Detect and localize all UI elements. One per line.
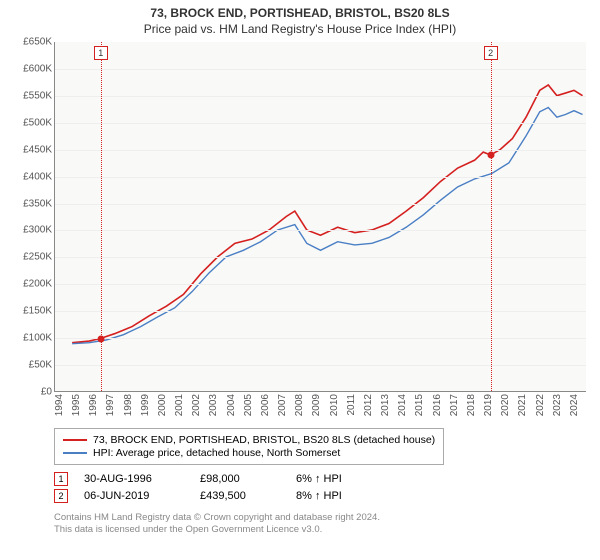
x-tick-label: 1996 (88, 394, 99, 416)
transaction-price: £439,500 (200, 490, 280, 502)
x-tick-label: 2001 (174, 394, 185, 416)
y-tick-label: £350K (23, 198, 52, 209)
gridline (55, 150, 586, 151)
transaction-diff: 8% ↑ HPI (296, 490, 342, 502)
gridline (55, 69, 586, 70)
gridline (55, 230, 586, 231)
x-tick-label: 2018 (466, 394, 477, 416)
x-tick-label: 2004 (226, 394, 237, 416)
x-tick-label: 2019 (483, 394, 494, 416)
series-hpi (72, 108, 582, 344)
legend-label: 73, BROCK END, PORTISHEAD, BRISTOL, BS20… (93, 434, 435, 446)
transaction-row-1: 1 30-AUG-1996 £98,000 6% ↑ HPI (54, 472, 590, 486)
marker-point-2 (487, 152, 494, 159)
gridline (55, 204, 586, 205)
footer-line-1: Contains HM Land Registry data © Crown c… (54, 512, 590, 524)
x-tick-label: 2011 (346, 394, 357, 416)
y-tick-label: £400K (23, 171, 52, 182)
y-tick-label: £550K (23, 90, 52, 101)
chart-title: 73, BROCK END, PORTISHEAD, BRISTOL, BS20… (10, 6, 590, 20)
gridline (55, 338, 586, 339)
x-axis: 1994 1995 1996 1997 1998 1999 2000 2001 2002 2003… (54, 392, 586, 422)
x-tick-label: 2021 (517, 394, 528, 416)
y-tick-label: £650K (23, 37, 52, 48)
transaction-diff: 6% ↑ HPI (296, 473, 342, 485)
x-tick-label: 2022 (535, 394, 546, 416)
x-tick-label: 2014 (397, 394, 408, 416)
gridline (55, 284, 586, 285)
y-tick-label: £200K (23, 279, 52, 290)
legend: 73, BROCK END, PORTISHEAD, BRISTOL, BS20… (54, 428, 444, 465)
footer-line-2: This data is licensed under the Open Gov… (54, 524, 590, 536)
x-tick-label: 2005 (243, 394, 254, 416)
x-tick-label: 2023 (552, 394, 563, 416)
x-tick-label: 1998 (123, 394, 134, 416)
footer: Contains HM Land Registry data © Crown c… (54, 512, 590, 537)
legend-swatch (63, 452, 87, 454)
transaction-date: 06-JUN-2019 (84, 490, 184, 502)
legend-swatch (63, 439, 87, 441)
y-tick-label: £500K (23, 117, 52, 128)
transaction-date: 30-AUG-1996 (84, 473, 184, 485)
x-tick-label: 2007 (277, 394, 288, 416)
y-tick-label: £150K (23, 306, 52, 317)
gridline (55, 96, 586, 97)
marker-box-2: 2 (484, 46, 498, 60)
y-axis: £0£50K£100K£150K£200K£250K£300K£350K£400… (10, 42, 54, 392)
y-tick-label: £0 (41, 387, 52, 398)
marker-point-1 (97, 336, 104, 343)
titles: 73, BROCK END, PORTISHEAD, BRISTOL, BS20… (10, 6, 590, 36)
gridline (55, 177, 586, 178)
transaction-price: £98,000 (200, 473, 280, 485)
marker-box-1: 1 (94, 46, 108, 60)
x-tick-label: 2006 (260, 394, 271, 416)
plot-area: 12 (54, 42, 586, 392)
x-tick-label: 2013 (380, 394, 391, 416)
x-tick-label: 2000 (157, 394, 168, 416)
x-tick-label: 2020 (500, 394, 511, 416)
transaction-rows: 1 30-AUG-1996 £98,000 6% ↑ HPI 2 06-JUN-2019 £… (54, 469, 590, 506)
x-tick-label: 2016 (432, 394, 443, 416)
y-tick-label: £250K (23, 252, 52, 263)
x-tick-label: 1995 (71, 394, 82, 416)
x-tick-label: 1999 (140, 394, 151, 416)
gridline (55, 365, 586, 366)
x-tick-label: 1997 (105, 394, 116, 416)
legend-item-hpi: HPI: Average price, detached house, Nort… (63, 447, 435, 459)
transaction-marker: 1 (54, 472, 68, 486)
x-tick-label: 2010 (329, 394, 340, 416)
marker-line-2 (491, 42, 492, 391)
y-tick-label: £100K (23, 333, 52, 344)
y-tick-label: £600K (23, 63, 52, 74)
x-tick-label: 2017 (449, 394, 460, 416)
transaction-row-2: 2 06-JUN-2019 £439,500 8% ↑ HPI (54, 489, 590, 503)
x-tick-label: 2003 (208, 394, 219, 416)
x-tick-label: 2002 (191, 394, 202, 416)
transaction-marker: 2 (54, 489, 68, 503)
x-tick-label: 2012 (363, 394, 374, 416)
x-tick-label: 2024 (569, 394, 580, 416)
gridline (55, 311, 586, 312)
x-tick-label: 2015 (414, 394, 425, 416)
x-tick-label: 2008 (294, 394, 305, 416)
legend-item-price-paid: 73, BROCK END, PORTISHEAD, BRISTOL, BS20… (63, 434, 435, 446)
y-tick-label: £450K (23, 144, 52, 155)
chart-subtitle: Price paid vs. HM Land Registry's House … (10, 22, 590, 36)
gridline (55, 123, 586, 124)
chart-container: 73, BROCK END, PORTISHEAD, BRISTOL, BS20… (0, 0, 600, 560)
chart-area: £0 £50K £100K £150K £200K £250K £300K £350K £400… (10, 42, 590, 422)
legend-label: HPI: Average price, detached house, Nort… (93, 447, 340, 459)
gridline (55, 257, 586, 258)
x-tick-label: 2009 (311, 394, 322, 416)
y-tick-label: £50K (29, 360, 52, 371)
x-tick-label: 1994 (54, 394, 65, 416)
y-tick-label: £300K (23, 225, 52, 236)
